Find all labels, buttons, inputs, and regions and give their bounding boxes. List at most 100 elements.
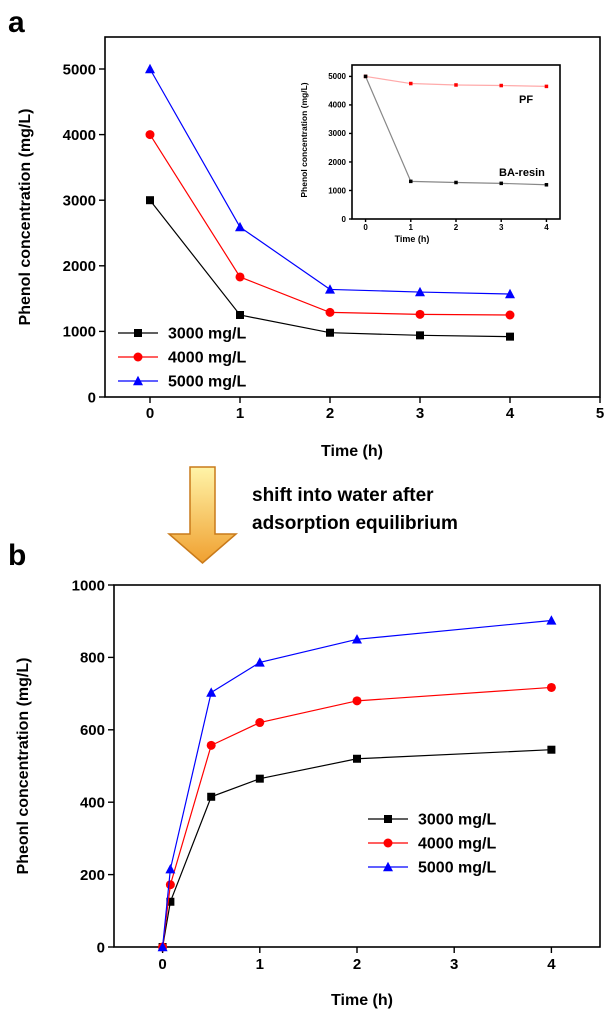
chart-b-y-tick-label: 600: [80, 722, 105, 739]
panel-letter-b: b: [8, 539, 26, 572]
chart-a-series: [145, 63, 515, 341]
chart-b-series: [157, 615, 557, 952]
inset-y-tick-label: 4000: [328, 101, 346, 110]
down-arrow-icon: [166, 466, 239, 564]
chart-a-legend-marker: [134, 329, 142, 337]
chart-b-data-point: [255, 718, 265, 728]
chart-b-data-point: [157, 941, 168, 952]
inset-x-tick-label: 4: [544, 223, 549, 232]
chart-a-y-axis-title: Phenol concentration (mg/L): [17, 109, 34, 326]
chart-b-data-point: [352, 634, 362, 644]
chart-a-legend-label: 5000 mg/L: [168, 374, 246, 391]
chart-a-inset: 0 1 2 3 4 0 1000 2000 3000 4000 5000 Time (h) Phe…: [299, 64, 561, 244]
chart-a-data-point: [505, 288, 515, 299]
chart-b-x-tick-label: 0: [158, 956, 166, 973]
chart-a-data-point: [145, 63, 155, 74]
inset-data-point: [544, 183, 549, 187]
inset-x-tick-label: 1: [409, 223, 414, 232]
chart-b-legend-label: 3000 mg/L: [418, 812, 496, 829]
chart-a-data-point: [505, 310, 515, 320]
chart-b-y-tick-label: 200: [80, 867, 105, 884]
inset-x-tick-label: 3: [499, 223, 504, 232]
chart-b-legend-marker: [383, 838, 393, 848]
chart-b-data-point: [353, 754, 361, 763]
inset-series: [363, 74, 549, 187]
inset-data-point: [499, 181, 503, 186]
chart-a-x-tick-label: 5: [596, 405, 604, 422]
chart-a-x-tick-label: 0: [146, 405, 154, 422]
inset-label-pf: PF: [519, 94, 533, 106]
chart-b: 0 1 2 3 4 0 200 400 600 800 1000 Time (h) Pheonl …: [15, 577, 601, 1009]
inset-y-tick-label: 3000: [328, 129, 346, 138]
chart-a-x-tick-label: 1: [236, 405, 244, 422]
chart-b-data-point: [547, 745, 556, 754]
chart-b-y-axis-title: Pheonl concentration (mg/L): [15, 658, 32, 875]
chart-a-x-tick-label: 2: [326, 405, 334, 422]
chart-a-x-tick-label: 4: [506, 405, 515, 422]
inset-data-point: [454, 83, 458, 87]
chart-a-legend-marker: [133, 375, 143, 386]
chart-a-x-tick-label: 3: [416, 405, 424, 422]
chart-a-legend-label: 3000 mg/L: [168, 326, 246, 343]
chart-a-legend: 3000 mg/L 4000 mg/L 5000 mg/L: [118, 326, 246, 391]
chart-a-y-axis: 0 1000 2000 3000 4000 5000: [63, 61, 105, 406]
chart-a-data-point: [145, 130, 155, 140]
chart-b-legend-marker: [384, 815, 392, 823]
inset-data-point: [409, 179, 413, 184]
chart-a-y-tick-label: 2000: [63, 258, 96, 275]
chart-a-data-point: [415, 309, 425, 319]
chart-b-data-point: [206, 687, 217, 697]
inset-x-axis: 0 1 2 3 4: [363, 219, 549, 232]
chart-a-x-axis: 0 1 2 3 4 5: [146, 397, 604, 422]
chart-b-x-axis-title: Time (h): [331, 992, 393, 1009]
inset-y-tick-label: 0: [342, 215, 347, 224]
chart-a-data-point: [235, 272, 245, 282]
chart-b-data-point: [166, 897, 175, 906]
chart-a-y-tick-label: 4000: [63, 127, 96, 144]
chart-b-x-tick-label: 1: [256, 956, 264, 973]
chart-a-legend-marker: [133, 352, 143, 362]
chart-b-legend: 3000 mg/L 4000 mg/L 5000 mg/L: [368, 812, 496, 877]
chart-b-x-tick-label: 4: [547, 956, 556, 973]
chart-a-data-point: [416, 331, 424, 340]
panel-letter-a: a: [8, 6, 25, 39]
inset-data-point: [363, 74, 368, 79]
inset-label-ba-resin: BA-resin: [499, 167, 545, 179]
chart-b-x-axis: 0 1 2 3 4: [158, 947, 556, 973]
chart-b-data-point: [165, 863, 176, 874]
chart-a-data-point: [506, 332, 514, 341]
chart-a-y-tick-label: 3000: [63, 192, 96, 209]
chart-a-y-tick-label: 5000: [63, 61, 96, 78]
inset-y-tick-label: 2000: [328, 158, 346, 167]
inset-y-axis-title: Phenol concentration (mg/L): [299, 82, 309, 197]
inset-data-point: [409, 81, 413, 86]
chart-b-data-point: [207, 792, 216, 801]
chart-a-data-point: [326, 328, 334, 337]
transition-arrow: shift into water after adsorption equili…: [166, 466, 458, 564]
chart-a-data-point: [146, 196, 154, 205]
chart-b-data-point: [546, 615, 557, 625]
chart-b-data-point: [206, 740, 216, 750]
chart-a-y-tick-label: 0: [88, 389, 96, 406]
chart-b-series-line-3: [162, 619, 552, 948]
chart-b-series-line-1: [162, 749, 552, 948]
chart-b-legend-label: 4000 mg/L: [418, 836, 496, 853]
chart-b-data-point: [165, 880, 175, 890]
chart-b-data-point: [352, 696, 362, 706]
chart-b-y-tick-label: 400: [80, 794, 105, 811]
arrow-caption-line-2: adsorption equilibrium: [252, 513, 458, 534]
chart-b-legend-marker: [383, 861, 393, 872]
chart-b-y-axis: 0 200 400 600 800 1000: [72, 577, 114, 956]
inset-data-point: [454, 180, 458, 185]
inset-y-tick-label: 1000: [328, 186, 346, 195]
chart-a-data-point: [236, 311, 244, 319]
chart-b-data-point: [546, 682, 556, 692]
chart-a-data-point: [325, 284, 335, 294]
chart-b-legend-label: 5000 mg/L: [418, 860, 496, 877]
chart-b-y-tick-label: 1000: [72, 577, 105, 594]
chart-b-series-line-2: [162, 686, 552, 948]
inset-plot-frame: [351, 64, 561, 220]
chart-b-data-point: [255, 774, 264, 783]
inset-data-point: [499, 83, 503, 88]
